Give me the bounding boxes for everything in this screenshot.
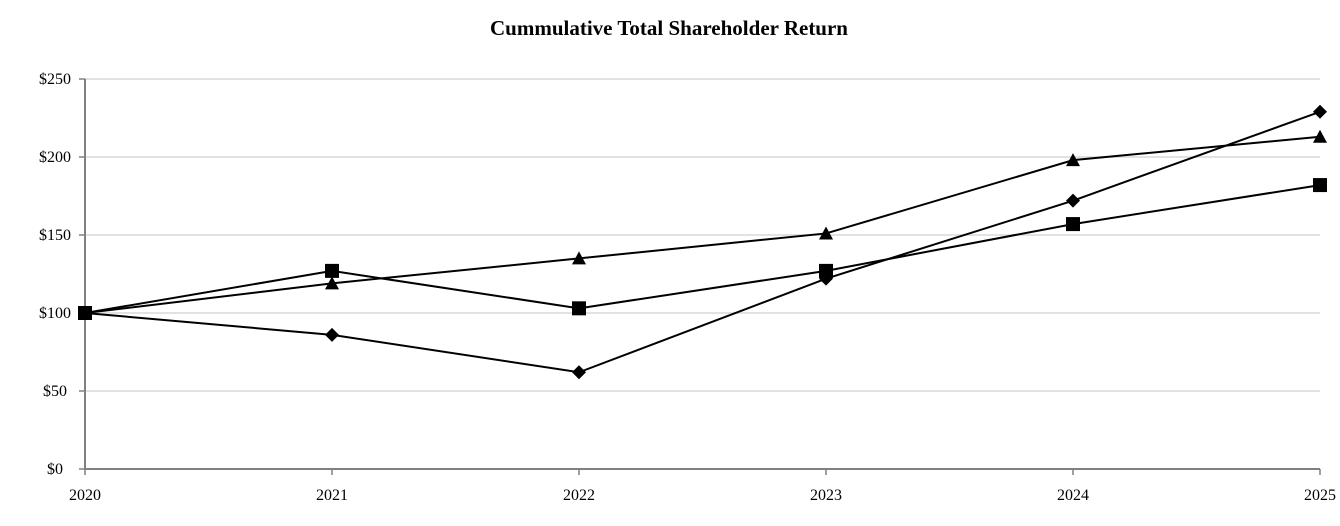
triangle-marker	[78, 306, 92, 319]
square-marker	[819, 263, 833, 278]
diamond-marker	[1066, 193, 1080, 208]
tick-labels: $0 $50 $100 $150 $200 $250 2020 2021 2022 2023 202…	[39, 71, 1336, 504]
series-lines	[84, 110, 1321, 374]
series-line-triangle	[84, 135, 1321, 314]
series-line-square	[84, 184, 1321, 314]
gridlines	[85, 78, 1320, 392]
y-tick-label: $0	[47, 461, 63, 478]
diamond-marker	[1313, 104, 1327, 119]
chart-title: Cummulative Total Shareholder Return	[489, 16, 848, 40]
square-marker	[572, 301, 586, 316]
y-tick-label: $200	[39, 149, 71, 166]
diamond-marker	[572, 365, 586, 380]
square-marker	[1066, 217, 1080, 232]
y-tick-label: $50	[43, 383, 67, 400]
diamond-marker	[325, 327, 339, 342]
series-line-diamond	[84, 110, 1321, 374]
x-tick-label: 2025	[1304, 487, 1336, 504]
triangle-marker	[1066, 153, 1080, 167]
y-tick-label: $150	[39, 227, 71, 244]
x-tick-label: 2022	[563, 487, 595, 504]
x-tick-label: 2020	[69, 487, 101, 504]
series-markers	[78, 104, 1327, 380]
triangle-marker	[325, 276, 339, 290]
x-tick-label: 2023	[810, 487, 842, 504]
y-tick-label: $250	[39, 71, 71, 88]
x-tick-label: 2021	[316, 487, 348, 504]
axes	[79, 78, 1321, 475]
square-marker	[1313, 178, 1327, 193]
square-marker	[325, 263, 339, 278]
triangle-marker	[572, 251, 586, 265]
y-tick-label: $100	[39, 305, 71, 322]
triangle-marker	[1313, 129, 1327, 143]
x-tick-label: 2024	[1057, 487, 1089, 504]
triangle-marker	[819, 226, 833, 240]
